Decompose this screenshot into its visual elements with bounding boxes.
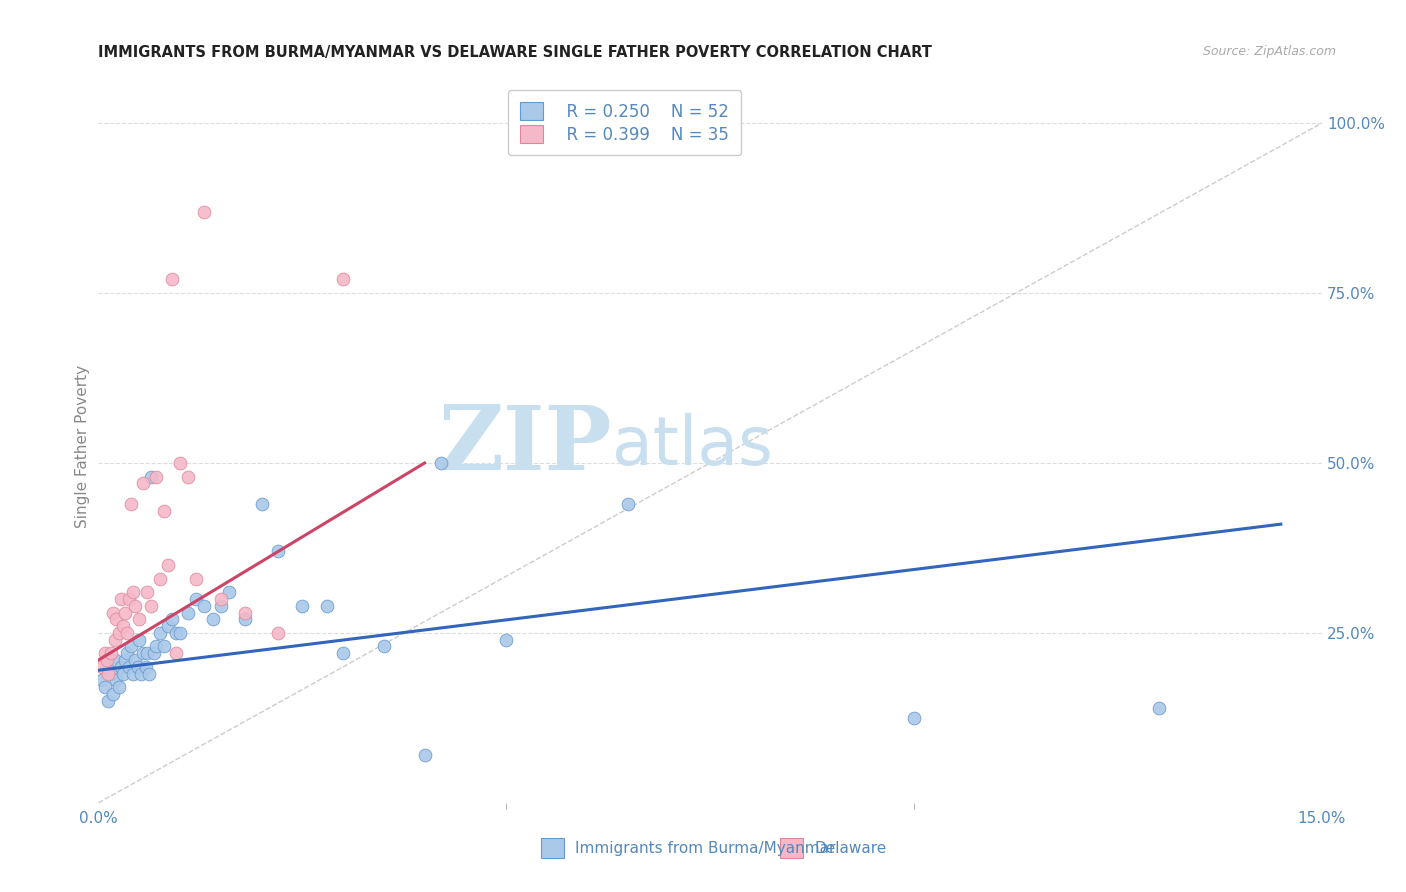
Point [91,660,114,674]
Point [100,666,122,681]
Point [152,503,174,517]
Point [91,673,114,688]
Text: ZIP: ZIP [439,402,612,490]
Text: atlas: atlas [612,413,773,479]
Point [132,646,155,660]
Point [101,687,124,701]
Point [110,591,132,606]
Point [132,476,155,491]
Point [145,469,167,483]
Point [114,653,136,667]
Point [129,666,152,681]
Point [495,632,517,647]
Point [209,599,232,613]
Point [145,640,167,654]
Point [160,612,183,626]
Point [193,599,215,613]
Point [94,680,117,694]
Point [267,544,290,558]
Point [169,456,191,470]
Point [121,585,143,599]
Point [169,626,191,640]
Point [186,591,208,606]
Text: Immigrants from Burma/Myanmar: Immigrants from Burma/Myanmar [575,841,835,855]
Point [108,626,131,640]
Point [165,626,187,640]
Point [332,272,354,286]
Point [120,497,142,511]
Point [120,640,142,654]
Point [121,666,143,681]
Point [101,606,124,620]
Point [233,612,256,626]
Point [233,606,256,620]
Point [617,497,640,511]
Point [373,640,395,654]
Point [136,646,159,660]
Point [149,626,172,640]
Point [97,694,120,708]
Point [128,632,150,647]
Point [114,606,136,620]
Point [156,619,179,633]
Point [97,666,120,681]
Point [430,456,453,470]
Point [218,585,240,599]
Point [111,666,134,681]
Point [267,626,290,640]
Point [115,646,138,660]
Point [118,591,141,606]
Point [201,612,224,626]
Point [105,673,128,688]
Point [193,204,215,219]
Point [332,646,354,660]
Point [152,640,174,654]
Point [104,653,127,667]
Point [94,646,117,660]
Point [141,469,163,483]
Y-axis label: Single Father Poverty: Single Father Poverty [75,365,90,527]
Point [135,660,157,674]
Point [141,599,163,613]
Point [209,591,232,606]
Point [186,572,208,586]
Point [128,612,150,626]
Point [291,599,314,613]
Point [115,626,138,640]
Legend:   R = 0.250    N = 52,   R = 0.399    N = 35: R = 0.250 N = 52, R = 0.399 N = 35 [508,90,741,155]
Point [108,680,131,694]
Point [903,711,925,725]
Point [250,497,273,511]
Point [127,660,149,674]
Point [124,599,146,613]
Point [177,469,200,483]
Point [96,653,118,667]
Text: Source: ZipAtlas.com: Source: ZipAtlas.com [1202,45,1336,58]
Point [177,606,200,620]
Point [100,646,122,660]
Text: Delaware: Delaware [814,841,886,855]
Point [1147,700,1170,714]
Text: IMMIGRANTS FROM BURMA/MYANMAR VS DELAWARE SINGLE FATHER POVERTY CORRELATION CHAR: IMMIGRANTS FROM BURMA/MYANMAR VS DELAWAR… [98,45,932,60]
Point [118,660,141,674]
Point [149,572,172,586]
Point [315,599,337,613]
Point [105,612,128,626]
Point [160,272,183,286]
Point [111,619,134,633]
Point [156,558,179,572]
Point [165,646,187,660]
Point [104,632,127,647]
Point [413,748,436,763]
Point [96,660,118,674]
Point [136,585,159,599]
Point [142,646,165,660]
Point [124,653,146,667]
Point [138,666,160,681]
Point [110,660,132,674]
